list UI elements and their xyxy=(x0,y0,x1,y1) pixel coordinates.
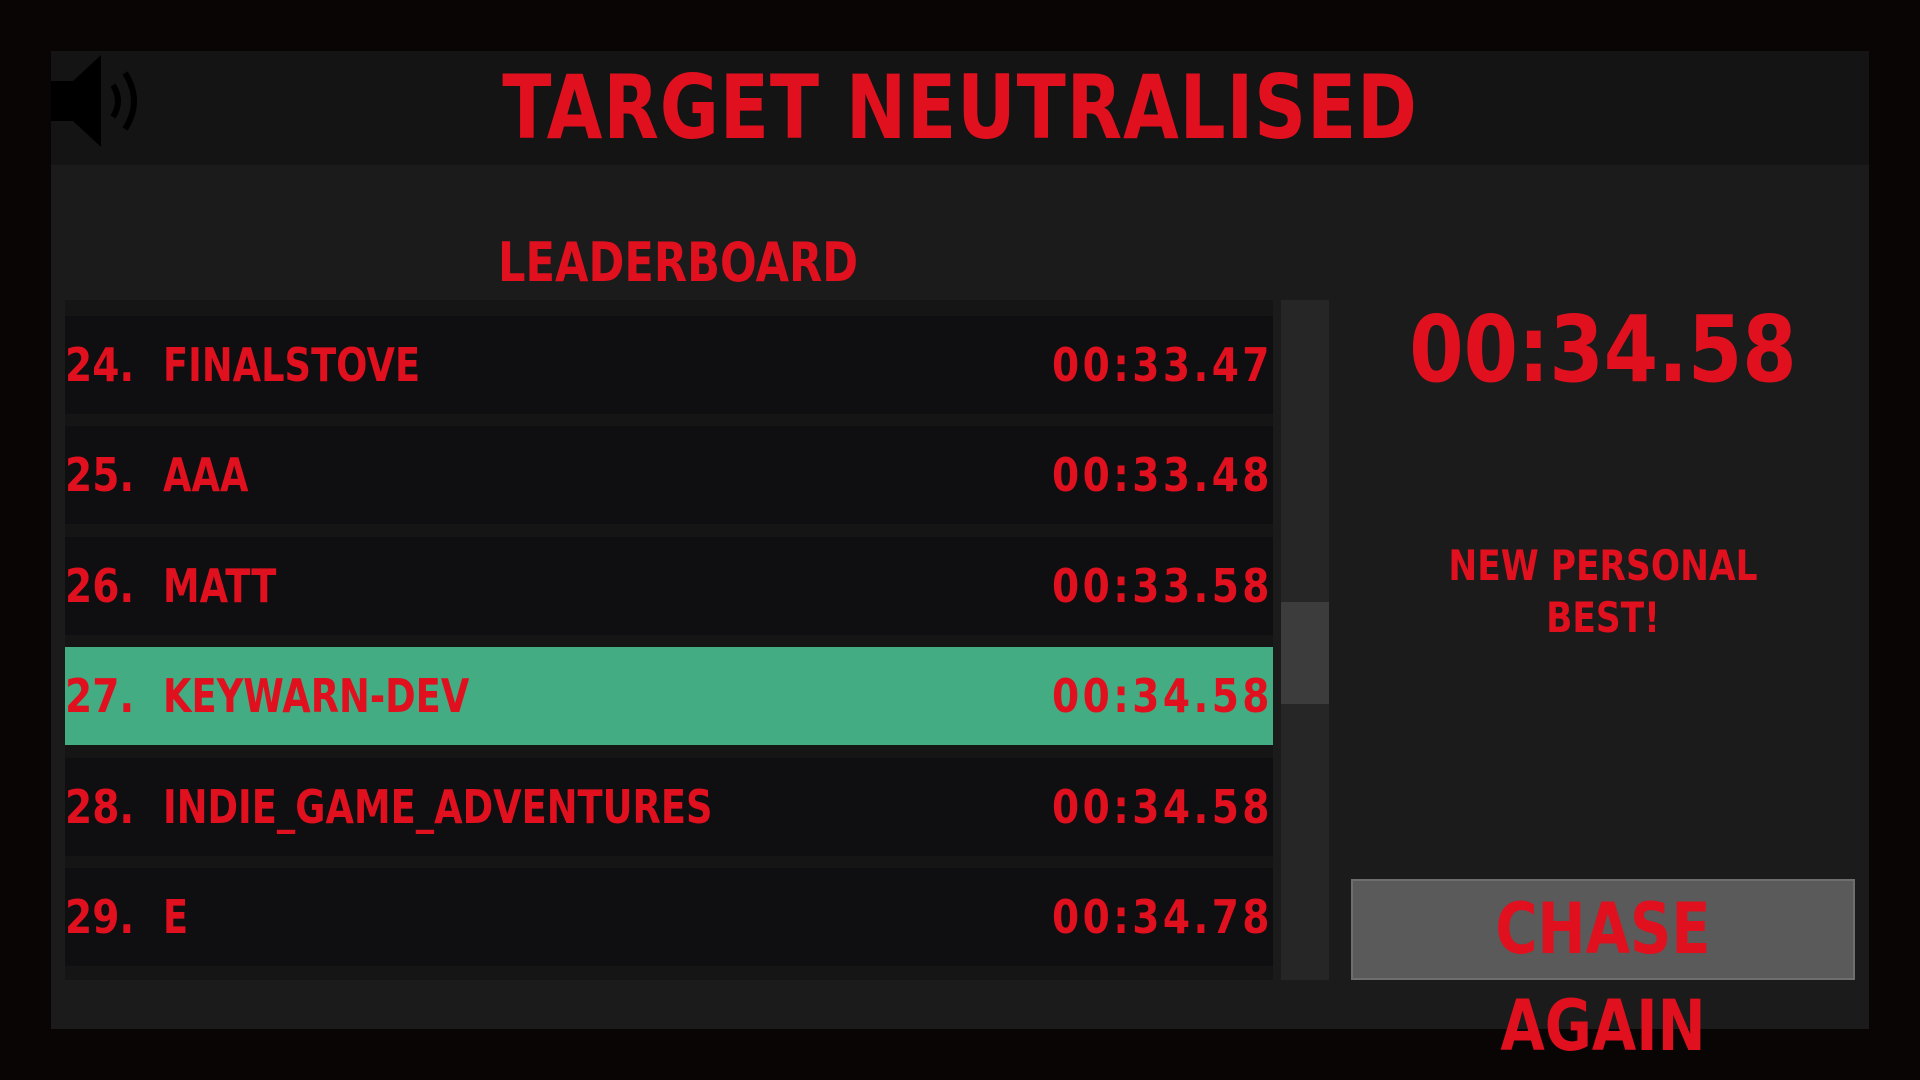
final-time: 00:34.58 xyxy=(1409,296,1797,403)
leaderboard-row: 24. FINALSTOVE 00:33.47 xyxy=(65,316,1273,414)
leaderboard-row: 28. INDIE_GAME_ADVENTURES 00:34.58 xyxy=(65,757,1273,856)
time: 00:34.78 xyxy=(1052,890,1273,944)
player-name: E xyxy=(163,890,189,944)
leaderboard-heading: LEADERBOARD xyxy=(498,231,859,294)
leaderboard-row: 29. E 00:34.78 xyxy=(65,868,1273,966)
time: 00:33.47 xyxy=(1052,338,1273,392)
scrollbar-thumb[interactable] xyxy=(1281,602,1329,704)
rank: 29. xyxy=(65,890,135,944)
time: 00:33.58 xyxy=(1052,558,1273,613)
player-name: FINALSTOVE xyxy=(163,338,421,392)
time: 00:33.48 xyxy=(1052,448,1273,503)
player-name: AAA xyxy=(163,448,249,503)
header-bar xyxy=(51,51,1869,165)
rank: 27. xyxy=(65,669,135,724)
time: 00:34.58 xyxy=(1052,669,1273,724)
button-label: CHASE AGAIN xyxy=(1495,888,1711,1067)
rank: 24. xyxy=(65,338,135,392)
rank: 25. xyxy=(65,448,135,503)
sound-toggle[interactable] xyxy=(51,51,155,151)
leaderboard-list: 24. FINALSTOVE 00:33.47 25. AAA 00:33.48 26. MA… xyxy=(65,300,1273,980)
rank: 28. xyxy=(65,779,135,834)
leaderboard-row: 27. KEYWARN-DEV 00:34.58 xyxy=(65,647,1273,746)
personal-best-message: NEW PERSONAL BEST! xyxy=(1448,541,1758,642)
player-name: KEYWARN-DEV xyxy=(163,669,470,724)
title: TARGET NEUTRALISED xyxy=(502,56,1418,159)
time: 00:34.58 xyxy=(1052,779,1273,834)
player-name: INDIE_GAME_ADVENTURES xyxy=(163,779,713,834)
leaderboard-row: 26. MATT 00:33.58 xyxy=(65,536,1273,635)
chase-again-button[interactable]: CHASE AGAIN xyxy=(1351,879,1855,1067)
rank: 26. xyxy=(65,558,135,613)
player-name: MATT xyxy=(163,558,277,613)
leaderboard-row: 25. AAA 00:33.48 xyxy=(65,426,1273,525)
